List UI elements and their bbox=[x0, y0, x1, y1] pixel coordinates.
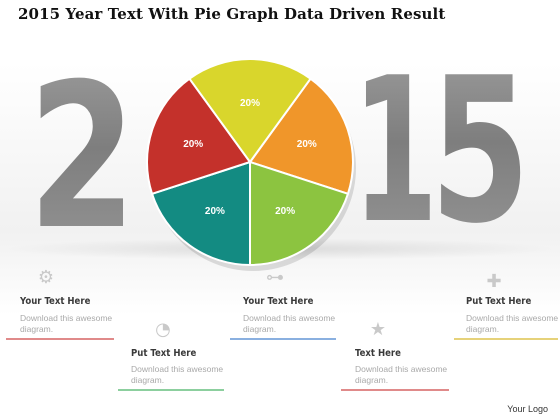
item-4-title: Text Here bbox=[355, 348, 401, 359]
plus-icon: ✚ bbox=[486, 271, 502, 292]
item-5-body: Download this awesome diagram. bbox=[466, 313, 559, 334]
logo-text: Your Logo bbox=[507, 404, 548, 414]
item-4-body: Download this awesome diagram. bbox=[355, 364, 448, 385]
item-2-line bbox=[118, 389, 224, 391]
item-2-body: Download this awesome diagram. bbox=[131, 364, 224, 385]
item-3-title: Your Text Here bbox=[243, 296, 314, 307]
item-1-body: Download this awesome diagram. bbox=[20, 313, 113, 334]
year-digit-5: 5 bbox=[430, 35, 531, 268]
pie-label-2: 20% bbox=[275, 206, 295, 217]
item-4-line bbox=[341, 389, 449, 391]
item-1-title: Your Text Here bbox=[20, 296, 91, 307]
item-5-title: Put Text Here bbox=[466, 296, 532, 307]
year-digit-1: 1 bbox=[352, 35, 439, 268]
rss-icon: ◔ bbox=[155, 319, 171, 340]
item-3-body: Download this awesome diagram. bbox=[243, 313, 336, 334]
pie-slice-3 bbox=[151, 161, 251, 266]
pie-slice-1 bbox=[249, 77, 355, 195]
item-3-line bbox=[230, 338, 336, 340]
pie-label-4: 20% bbox=[183, 139, 203, 150]
pie-label-5: 20% bbox=[240, 98, 260, 109]
pie-slice-2 bbox=[249, 161, 349, 266]
gear-icon: ⚙ bbox=[37, 267, 55, 288]
year-digit-2: 2 bbox=[28, 41, 137, 274]
item-5-line bbox=[454, 338, 558, 340]
star-icon: ★ bbox=[369, 319, 387, 340]
share-icon: ⊶ bbox=[266, 267, 284, 288]
pie-label-1: 20% bbox=[297, 139, 317, 150]
pie-label-3: 20% bbox=[205, 206, 225, 217]
pie-slice-4 bbox=[145, 77, 251, 195]
slide-title: 2015 Year Text With Pie Graph Data Drive… bbox=[18, 5, 446, 23]
item-2-title: Put Text Here bbox=[131, 348, 197, 359]
pie-slice-5 bbox=[188, 58, 312, 163]
item-1-line bbox=[6, 338, 114, 340]
